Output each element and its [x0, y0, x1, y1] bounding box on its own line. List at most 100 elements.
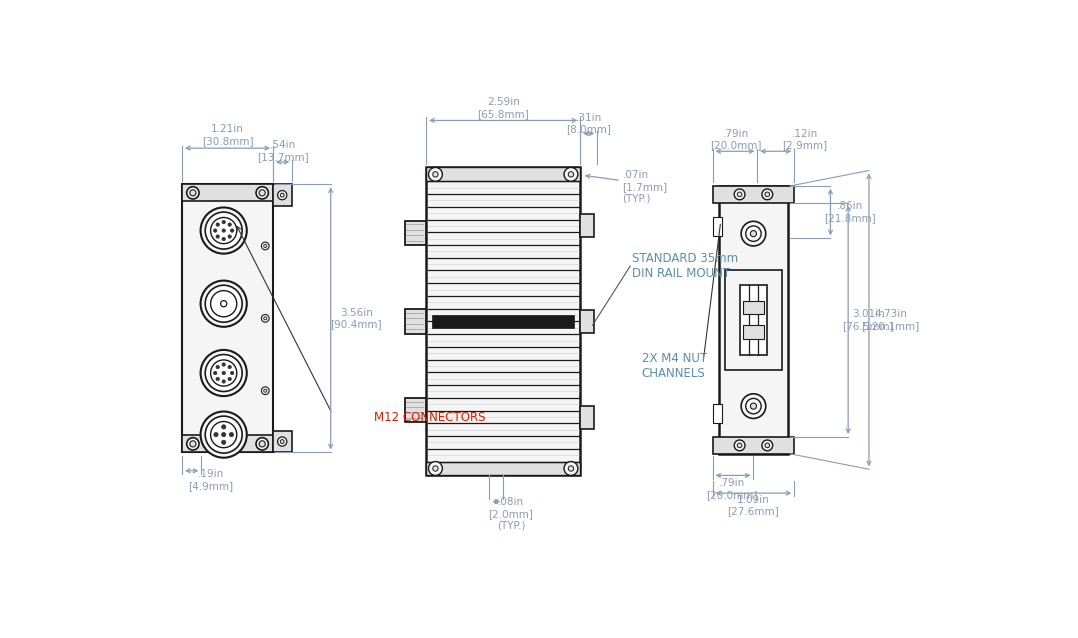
Bar	[426, 461, 580, 475]
Circle shape	[186, 438, 199, 450]
Circle shape	[201, 281, 247, 327]
Circle shape	[264, 389, 267, 392]
Circle shape	[222, 229, 225, 232]
Circle shape	[205, 212, 243, 249]
Text: .79in
[20.0mm]: .79in [20.0mm]	[706, 478, 758, 500]
Circle shape	[432, 466, 438, 471]
Circle shape	[231, 371, 234, 375]
Circle shape	[213, 371, 217, 375]
Circle shape	[210, 291, 237, 317]
Circle shape	[261, 315, 270, 322]
Circle shape	[210, 218, 237, 244]
Circle shape	[737, 192, 742, 197]
Circle shape	[432, 172, 438, 177]
Circle shape	[227, 377, 232, 381]
Circle shape	[205, 416, 243, 453]
Bar	[743, 300, 764, 315]
Circle shape	[750, 403, 757, 409]
Bar	[432, 315, 573, 327]
Text: 2.59in
[65.8mm]: 2.59in [65.8mm]	[478, 98, 529, 119]
Circle shape	[734, 189, 745, 200]
Circle shape	[278, 191, 287, 200]
Circle shape	[190, 189, 196, 196]
Circle shape	[564, 461, 578, 475]
Text: 2X M4 NUT
CHANNELS: 2X M4 NUT CHANNELS	[641, 352, 707, 380]
Text: .12in
[2.9mm]: .12in [2.9mm]	[783, 129, 828, 151]
Circle shape	[190, 441, 196, 447]
Circle shape	[280, 440, 285, 443]
Bar	[182, 184, 273, 202]
Circle shape	[762, 189, 773, 200]
Circle shape	[231, 229, 234, 232]
Bar	[182, 435, 273, 452]
Circle shape	[264, 317, 267, 320]
Bar	[273, 184, 292, 206]
Circle shape	[227, 223, 232, 226]
Bar	[580, 214, 594, 237]
Circle shape	[216, 377, 220, 381]
Circle shape	[205, 285, 243, 322]
Circle shape	[278, 437, 287, 446]
Text: .07in
[1.7mm]
(TYP.): .07in [1.7mm] (TYP.)	[623, 170, 667, 204]
Text: .08in
[2.0mm]
(TYP.): .08in [2.0mm] (TYP.)	[488, 497, 534, 531]
Circle shape	[765, 443, 770, 448]
Bar	[719, 186, 788, 454]
Circle shape	[737, 443, 742, 448]
Circle shape	[222, 440, 226, 445]
Bar	[273, 431, 292, 452]
Circle shape	[261, 242, 270, 250]
Circle shape	[255, 187, 268, 199]
Circle shape	[210, 422, 237, 448]
Circle shape	[741, 221, 765, 246]
Circle shape	[210, 360, 237, 386]
Circle shape	[746, 226, 761, 241]
Bar	[580, 406, 594, 429]
Circle shape	[213, 229, 217, 232]
Circle shape	[259, 189, 265, 196]
Circle shape	[227, 235, 232, 238]
Circle shape	[564, 167, 578, 181]
Text: .31in
[8.0mm]: .31in [8.0mm]	[566, 113, 611, 135]
Bar	[713, 186, 794, 203]
Circle shape	[222, 380, 225, 383]
Circle shape	[216, 235, 220, 238]
Circle shape	[230, 433, 234, 437]
Circle shape	[568, 466, 573, 471]
Circle shape	[201, 412, 247, 457]
Circle shape	[213, 433, 218, 437]
Text: 3.01in
[76.5mm]: 3.01in [76.5mm]	[842, 309, 894, 330]
Text: .54in
[13.7mm]: .54in [13.7mm]	[257, 140, 308, 162]
Circle shape	[762, 440, 773, 451]
Circle shape	[765, 192, 770, 197]
Text: .19in
[4.9mm]: .19in [4.9mm]	[189, 469, 234, 491]
Text: 1.21in
[30.8mm]: 1.21in [30.8mm]	[202, 124, 253, 146]
Text: 1.09in
[27.6mm]: 1.09in [27.6mm]	[728, 494, 779, 516]
Circle shape	[216, 223, 220, 226]
Circle shape	[264, 244, 267, 248]
Text: .79in
[20.0mm]: .79in [20.0mm]	[710, 129, 762, 151]
Circle shape	[428, 167, 442, 181]
Circle shape	[216, 366, 220, 369]
Bar	[404, 221, 426, 245]
Circle shape	[205, 355, 243, 392]
Bar	[740, 285, 768, 355]
Bar	[724, 270, 782, 370]
Circle shape	[222, 425, 226, 429]
Circle shape	[741, 394, 765, 419]
Circle shape	[261, 387, 270, 394]
Bar	[580, 310, 594, 333]
Circle shape	[222, 433, 226, 437]
Circle shape	[734, 440, 745, 451]
Text: M12 CONNECTORS: M12 CONNECTORS	[374, 411, 485, 424]
Text: .86in
[21.8mm]: .86in [21.8mm]	[825, 201, 876, 223]
Text: 4.73in
[120.1mm]: 4.73in [120.1mm]	[861, 309, 920, 330]
Circle shape	[259, 441, 265, 447]
Bar	[713, 217, 722, 236]
Text: 3.56in
[90.4mm]: 3.56in [90.4mm]	[330, 308, 382, 329]
Bar	[426, 167, 580, 475]
Circle shape	[222, 237, 225, 241]
Bar	[713, 404, 722, 423]
Bar	[404, 309, 426, 334]
Circle shape	[201, 350, 247, 396]
Circle shape	[750, 230, 757, 237]
